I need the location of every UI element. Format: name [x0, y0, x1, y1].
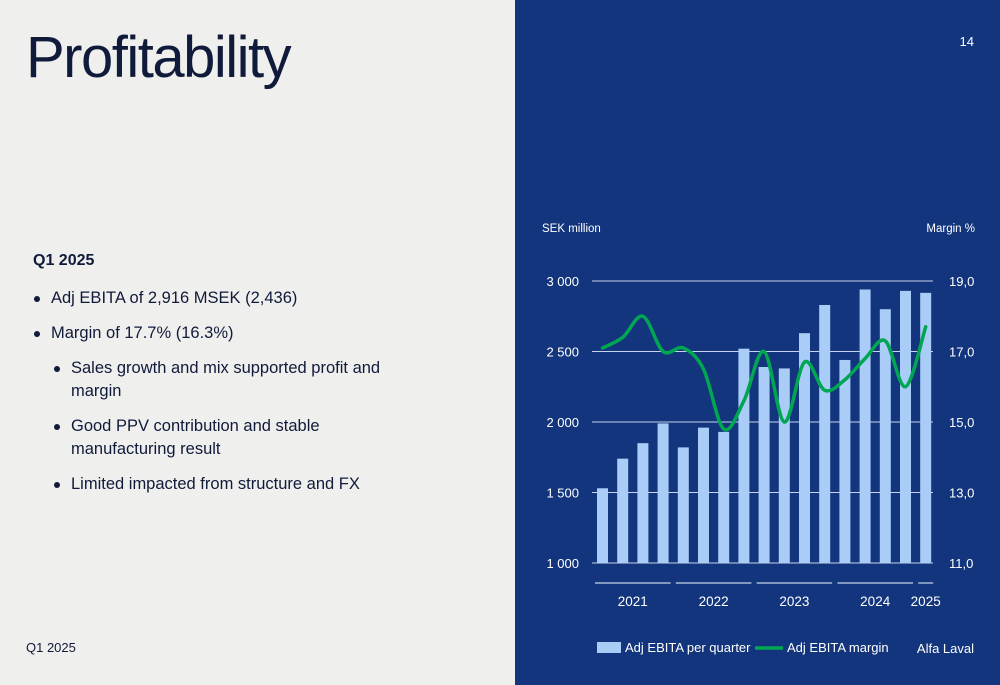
line-series: [600, 314, 928, 432]
bar-q3-2022: [718, 431, 730, 563]
bullet-item: Limited impacted from structure and FX: [33, 473, 393, 496]
bar-q2-2021: [617, 458, 629, 563]
margin-line: [600, 314, 928, 432]
bullet-text: Margin of 17.7% (16.3%): [51, 324, 234, 342]
y-left-label: SEK million: [542, 223, 601, 235]
legend-bar-label: Adj EBITA per quarter: [625, 640, 751, 655]
bar-q3-2024: [879, 309, 891, 563]
chart-legend: Adj EBITA per quarter Adj EBITA margin: [597, 640, 889, 655]
bar-q1-2021: [597, 488, 608, 563]
footer-period: Q1 2025: [26, 640, 76, 655]
bullet-text: Sales growth and mix supported profit an…: [71, 359, 381, 400]
chart-panel: [515, 0, 1000, 685]
year-label: 2021: [618, 594, 648, 609]
bullet-item: Adj EBITA of 2,916 MSEK (2,436): [33, 287, 393, 310]
summary-heading: Q1 2025: [33, 252, 95, 269]
y-right-tick: 17,0: [949, 345, 974, 360]
bullet-text: Adj EBITA of 2,916 MSEK (2,436): [51, 289, 298, 307]
year-axis: 2021 2022 2023 2024 2025: [595, 582, 941, 609]
y-left-tick: 2 000: [546, 415, 579, 430]
bar-q2-2024: [859, 289, 871, 563]
brand-name: Alfa Laval: [916, 641, 974, 656]
slide-title: Profitability: [26, 25, 292, 90]
axis-ticks: 3 000 2 500 2 000 1 500 1 000 19,0 17,0 15,0 13,…: [546, 274, 974, 571]
page-number: 14: [959, 34, 974, 49]
bullet-dot: [54, 482, 60, 488]
bullet-dot: [34, 331, 40, 337]
bar-q2-2023: [778, 368, 790, 563]
bar-q4-2023: [819, 304, 831, 563]
bullet-text: Limited impacted from structure and FX: [71, 475, 360, 493]
ebita-chart: 3 000 2 500 2 000 1 500 1 000 19,0 17,0 15,0 13,…: [542, 223, 975, 655]
bar-q3-2021: [637, 443, 649, 563]
year-label: 2025: [911, 594, 941, 609]
bar-q2-2022: [698, 427, 709, 563]
bullet-text: Good PPV contribution and stable manufac…: [71, 417, 320, 458]
bar-q4-2022: [738, 348, 750, 563]
bullet-dot: [54, 366, 60, 372]
bullet-item: Good PPV contribution and stable manufac…: [33, 415, 393, 461]
bullet-dot: [34, 296, 40, 302]
y-left-tick: 1 000: [546, 556, 579, 571]
year-label: 2022: [699, 594, 729, 609]
bullet-item: Sales growth and mix supported profit an…: [33, 357, 393, 403]
bar-q4-2024: [900, 290, 911, 563]
y-right-tick: 19,0: [949, 274, 974, 289]
legend-bar-swatch: [597, 642, 621, 653]
legend-line-label: Adj EBITA margin: [787, 640, 889, 655]
bar-q1-2024: [839, 359, 851, 563]
bullet-item: Margin of 17.7% (16.3%): [33, 322, 393, 345]
y-left-tick: 2 500: [546, 345, 579, 360]
bullet-dot: [54, 424, 60, 430]
y-right-tick: 11,0: [949, 556, 973, 571]
year-label: 2023: [779, 594, 809, 609]
summary-bullets: Adj EBITA of 2,916 MSEK (2,436) Margin of…: [33, 287, 393, 508]
bar-q4-2021: [657, 423, 669, 563]
y-right-label: Margin %: [926, 223, 975, 235]
bar-q3-2023: [799, 333, 810, 563]
bar-q1-2022: [677, 447, 689, 563]
year-label: 2024: [860, 594, 891, 609]
y-left-tick: 1 500: [546, 486, 579, 501]
y-right-tick: 13,0: [949, 486, 974, 501]
left-panel: [0, 0, 515, 685]
y-left-tick: 3 000: [546, 274, 579, 289]
bar-q1-2023: [758, 367, 770, 563]
y-right-tick: 15,0: [949, 415, 974, 430]
bar-q1-2025: [920, 292, 932, 563]
bar-series: [597, 289, 932, 563]
